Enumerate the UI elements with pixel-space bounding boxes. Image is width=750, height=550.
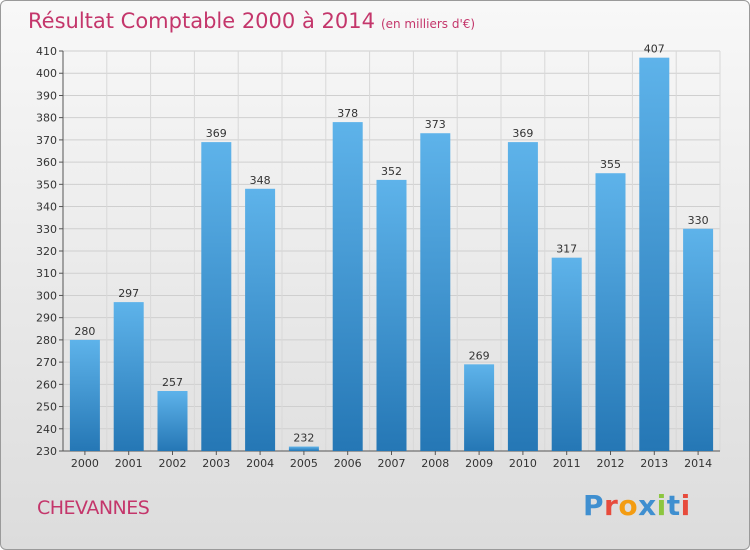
proxiti-logo[interactable]: Proxiti xyxy=(583,489,691,522)
x-tick-label-2002: 2002 xyxy=(159,457,187,470)
y-tick-label: 330 xyxy=(36,223,57,236)
data-labels: 280 297 257 369 348 232 378 352 373 269 369 317 355 4… xyxy=(74,43,708,445)
x-tick-label-2005: 2005 xyxy=(290,457,318,470)
y-tick-label: 360 xyxy=(36,156,57,169)
data-label-2010: 369 xyxy=(512,127,533,140)
y-tick-label: 380 xyxy=(36,112,57,125)
y-tick-label: 270 xyxy=(36,356,57,369)
bars xyxy=(69,57,714,452)
data-label-2008: 373 xyxy=(425,118,446,131)
bar-2006 xyxy=(332,122,363,451)
logo-letter: t xyxy=(666,489,681,522)
bar-2013 xyxy=(639,57,670,452)
bar-2010 xyxy=(507,142,538,451)
bar-2004 xyxy=(245,188,276,451)
bar-2009 xyxy=(464,364,495,451)
x-tick-label-2006: 2006 xyxy=(334,457,362,470)
x-tick-label-2008: 2008 xyxy=(421,457,449,470)
x-tick-label-2010: 2010 xyxy=(509,457,537,470)
bar-2002 xyxy=(157,391,188,451)
bar-2003 xyxy=(201,142,232,451)
y-tick-label: 300 xyxy=(36,289,57,302)
chart-title-text: Résultat Comptable 2000 à 2014 xyxy=(28,9,375,33)
x-tick-label-2003: 2003 xyxy=(202,457,230,470)
y-tick-label: 290 xyxy=(36,312,57,325)
logo-letter: x xyxy=(638,489,657,522)
data-label-2002: 257 xyxy=(162,376,183,389)
y-tick-label: 410 xyxy=(36,45,57,58)
bar-2007 xyxy=(376,179,407,451)
place-name: CHEVANNES xyxy=(37,497,150,519)
chart-title: Résultat Comptable 2000 à 2014 (en millie… xyxy=(28,9,475,33)
x-tick-label-2009: 2009 xyxy=(465,457,493,470)
data-label-2000: 280 xyxy=(74,325,95,338)
x-tick-label-2004: 2004 xyxy=(246,457,274,470)
data-label-2007: 352 xyxy=(381,165,402,178)
logo-letter: o xyxy=(618,489,639,522)
data-label-2003: 369 xyxy=(206,127,227,140)
data-label-2006: 378 xyxy=(337,107,358,120)
x-tick-label-2014: 2014 xyxy=(684,457,712,470)
bar-2011 xyxy=(551,257,582,451)
y-tick-label: 310 xyxy=(36,267,57,280)
bar-2005 xyxy=(288,446,319,451)
bar-2000 xyxy=(69,339,100,451)
logo-letter: i xyxy=(656,489,667,522)
x-tick-label-2013: 2013 xyxy=(640,457,668,470)
data-label-2005: 232 xyxy=(293,432,314,445)
logo-letter: r xyxy=(604,489,619,522)
y-tick-label: 350 xyxy=(36,178,57,191)
y-tick-label: 400 xyxy=(36,67,57,80)
bar-2008 xyxy=(420,133,451,451)
data-label-2012: 355 xyxy=(600,158,621,171)
y-tick-label: 370 xyxy=(36,134,57,147)
y-tick-label: 280 xyxy=(36,334,57,347)
bar-2012 xyxy=(595,173,626,451)
x-tick-label-2012: 2012 xyxy=(597,457,625,470)
logo-letter: i xyxy=(680,489,691,522)
x-tick-label-2001: 2001 xyxy=(115,457,143,470)
data-label-2001: 297 xyxy=(118,287,139,300)
data-label-2004: 348 xyxy=(250,174,271,187)
data-label-2009: 269 xyxy=(469,349,490,362)
x-tick-label-2011: 2011 xyxy=(553,457,581,470)
logo-letter: P xyxy=(583,489,605,522)
bar-2001 xyxy=(113,302,144,451)
data-label-2011: 317 xyxy=(556,243,577,256)
x-tick-label-2007: 2007 xyxy=(378,457,406,470)
y-tick-label: 240 xyxy=(36,423,57,436)
y-tick-label: 230 xyxy=(36,445,57,458)
x-tick-label-2000: 2000 xyxy=(71,457,99,470)
data-label-2013: 407 xyxy=(644,43,665,56)
y-tick-label: 340 xyxy=(36,201,57,214)
y-tick-label: 250 xyxy=(36,401,57,414)
chart-subtitle: (en milliers d'€) xyxy=(380,17,476,31)
y-tick-label: 390 xyxy=(36,89,57,102)
y-tick-label: 260 xyxy=(36,378,57,391)
y-tick-label: 320 xyxy=(36,245,57,258)
bar-2014 xyxy=(683,228,714,451)
data-label-2014: 330 xyxy=(688,214,709,227)
